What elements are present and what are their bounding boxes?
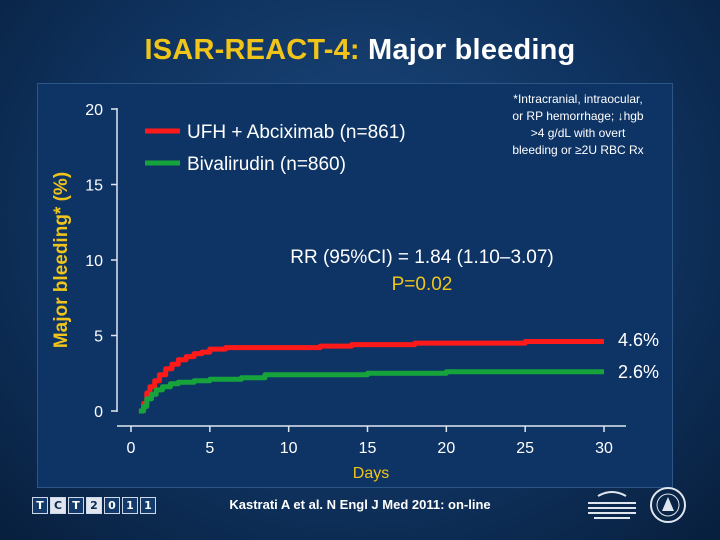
legend-label-series-2: Bivalirudin (n=860) — [187, 154, 346, 175]
rr-annotation: RR (95%CI) = 1.84 (1.10–3.07) — [290, 247, 554, 268]
university-seal-icon — [650, 487, 686, 523]
logo-letter: T — [68, 497, 84, 514]
title-endpoint: Major bleeding — [368, 34, 576, 66]
x-ticks: 0 5 10 15 20 25 30 — [127, 426, 613, 457]
y-tick-label: 20 — [85, 102, 103, 119]
y-tick-label: 15 — [85, 178, 103, 195]
logo-letter: T — [32, 497, 48, 514]
series-line-1 — [138, 339, 604, 414]
legend-label-series-1: UFH + Abciximab (n=861) — [187, 122, 406, 143]
logo-letter: 0 — [104, 497, 120, 514]
x-tick-label: 15 — [359, 440, 377, 457]
logo-letter: C — [50, 497, 66, 514]
series-line-2 — [138, 369, 604, 414]
x-tick-label: 30 — [595, 440, 613, 457]
logo-letter: 2 — [86, 497, 102, 514]
y-tick-label: 10 — [85, 253, 103, 270]
logo-letter: 1 — [122, 497, 138, 514]
title-trial-name: ISAR-REACT-4: — [144, 34, 360, 66]
society-logo-icon — [588, 491, 636, 519]
footnote: *Intracranial, intraocular, or RP hemorr… — [512, 92, 644, 157]
x-tick-label: 10 — [280, 440, 298, 457]
footnote-line: >4 g/dL with overt — [531, 126, 626, 140]
y-tick-label: 0 — [94, 404, 103, 421]
x-axis-label: Days — [353, 465, 389, 482]
y-tick-label: 5 — [94, 329, 103, 346]
logo-letter: 1 — [140, 497, 156, 514]
series-lines — [138, 339, 604, 414]
footnote-line: *Intracranial, intraocular, — [513, 92, 642, 106]
end-label-series-2: 2.6% — [618, 362, 659, 382]
x-tick-label: 0 — [127, 440, 136, 457]
chart-panel — [37, 83, 673, 488]
x-tick-label: 20 — [437, 440, 455, 457]
legend: UFH + Abciximab (n=861) Bivalirudin (n=8… — [145, 122, 406, 175]
x-tick-label: 25 — [516, 440, 534, 457]
p-value-annotation: P=0.02 — [392, 274, 453, 295]
footnote-line: bleeding or ≥2U RBC Rx — [512, 143, 643, 157]
end-label-series-1: 4.6% — [618, 330, 659, 350]
slide-title: ISAR-REACT-4: Major bleeding — [0, 34, 720, 67]
x-tick-label: 5 — [205, 440, 214, 457]
citation: Kastrati A et al. N Engl J Med 2011: on-… — [229, 497, 491, 512]
footnote-line: or RP hemorrhage; ↓hgb — [512, 109, 644, 123]
y-axis-label: Major bleeding* (%) — [51, 172, 72, 348]
y-ticks: 0 5 10 15 20 — [85, 102, 117, 421]
